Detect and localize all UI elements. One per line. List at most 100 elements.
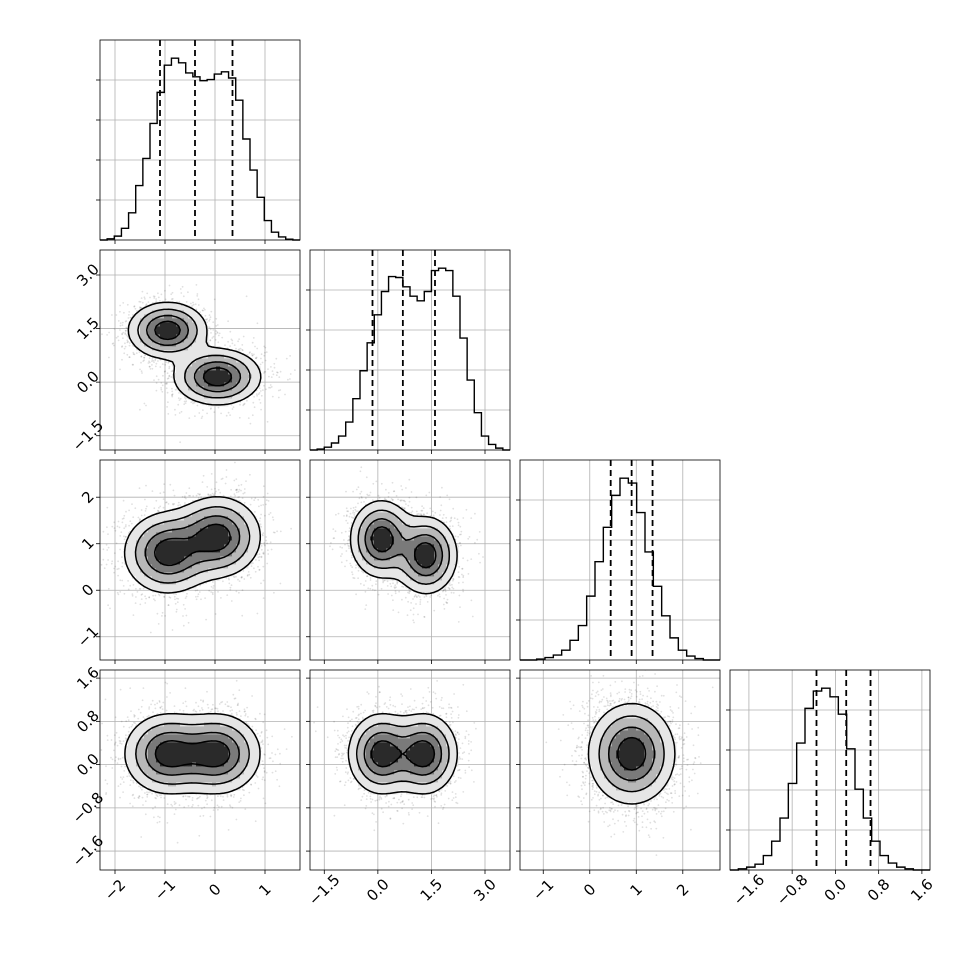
sample-point	[209, 339, 212, 342]
sample-point	[144, 595, 147, 598]
density-cell	[176, 378, 181, 383]
sample-point	[122, 302, 125, 304]
sample-point	[218, 332, 221, 335]
sample-point	[237, 484, 240, 487]
sample-point	[117, 567, 120, 570]
density-cell	[248, 382, 253, 387]
density-cell	[244, 386, 249, 391]
sample-point	[115, 336, 118, 339]
sample-point	[124, 525, 127, 528]
sample-point	[249, 351, 251, 353]
density-cell	[196, 370, 201, 375]
sample-point	[205, 618, 208, 621]
density-cell	[196, 342, 201, 347]
sample-point	[168, 374, 171, 377]
sample-point	[139, 408, 141, 411]
sample-point	[196, 595, 199, 598]
density-cell	[256, 370, 261, 375]
density-cell	[184, 350, 189, 355]
density-cell	[188, 318, 193, 323]
panel-content	[100, 284, 296, 444]
sample-point	[192, 495, 195, 497]
sample-point	[248, 352, 251, 354]
density-cell	[172, 306, 177, 311]
density-cell	[188, 394, 193, 399]
sample-point	[121, 521, 124, 524]
density-cell	[220, 370, 225, 375]
sample-point	[197, 298, 200, 301]
sample-point	[202, 409, 204, 411]
density-cell	[160, 354, 165, 359]
density-cell	[228, 390, 233, 395]
sample-point	[262, 389, 264, 391]
density-cell	[180, 386, 185, 391]
sample-point	[155, 382, 158, 384]
sample-point	[250, 497, 253, 500]
sample-point	[153, 507, 156, 510]
sample-point	[175, 608, 178, 611]
density-cell	[160, 306, 165, 311]
density-cell	[180, 362, 185, 367]
sample-point	[119, 579, 122, 582]
density-cell	[140, 310, 145, 315]
density-cell	[152, 306, 157, 311]
density-cell	[224, 394, 229, 399]
sample-point	[270, 548, 273, 551]
sample-point	[208, 494, 211, 497]
sample-point	[213, 411, 216, 413]
sample-point	[124, 333, 127, 336]
density-cell	[132, 326, 137, 331]
sample-point	[263, 345, 266, 348]
sample-point	[171, 629, 174, 631]
sample-point	[113, 328, 116, 330]
sample-point	[197, 492, 200, 495]
density-cell	[176, 354, 181, 359]
sample-point	[177, 597, 180, 600]
density-cell	[184, 338, 189, 343]
sample-point	[144, 498, 146, 501]
sample-point	[123, 538, 126, 541]
sample-point	[138, 300, 141, 303]
sample-point	[185, 301, 188, 303]
density-cell	[128, 334, 133, 339]
density-cell	[156, 350, 161, 355]
density-cell	[208, 386, 213, 391]
density-cell	[212, 398, 217, 403]
sample-point	[227, 411, 230, 414]
density-cell	[208, 358, 213, 363]
sample-point	[254, 345, 256, 348]
sample-point	[240, 576, 243, 579]
density-cell	[148, 350, 153, 355]
density-cell	[164, 330, 169, 335]
sample-point	[273, 362, 276, 365]
sample-point	[130, 522, 133, 525]
sample-point	[214, 339, 217, 341]
density-cell	[240, 374, 245, 379]
sample-point	[238, 348, 241, 351]
sample-point	[212, 587, 215, 589]
sample-point	[147, 301, 150, 303]
sample-point	[194, 303, 197, 306]
density-cell	[224, 362, 229, 367]
sample-point	[196, 295, 199, 297]
density-cell	[144, 334, 149, 339]
sample-point	[252, 401, 255, 404]
sample-point	[262, 532, 265, 534]
sample-point	[164, 382, 167, 385]
sample-point	[273, 366, 276, 369]
sample-point	[152, 594, 155, 597]
sample-point	[113, 552, 116, 555]
density-cell	[192, 394, 197, 399]
sample-point	[121, 332, 124, 335]
density-cell	[228, 350, 233, 355]
density-cell	[248, 370, 253, 375]
density-cell	[256, 374, 261, 379]
sample-point	[230, 403, 233, 406]
density-cell	[196, 346, 201, 351]
density-cell	[160, 318, 165, 323]
density-cell	[168, 330, 173, 335]
density-cell	[252, 362, 257, 367]
sample-point	[269, 512, 272, 514]
sample-point	[217, 406, 220, 409]
density-cell	[144, 338, 149, 343]
